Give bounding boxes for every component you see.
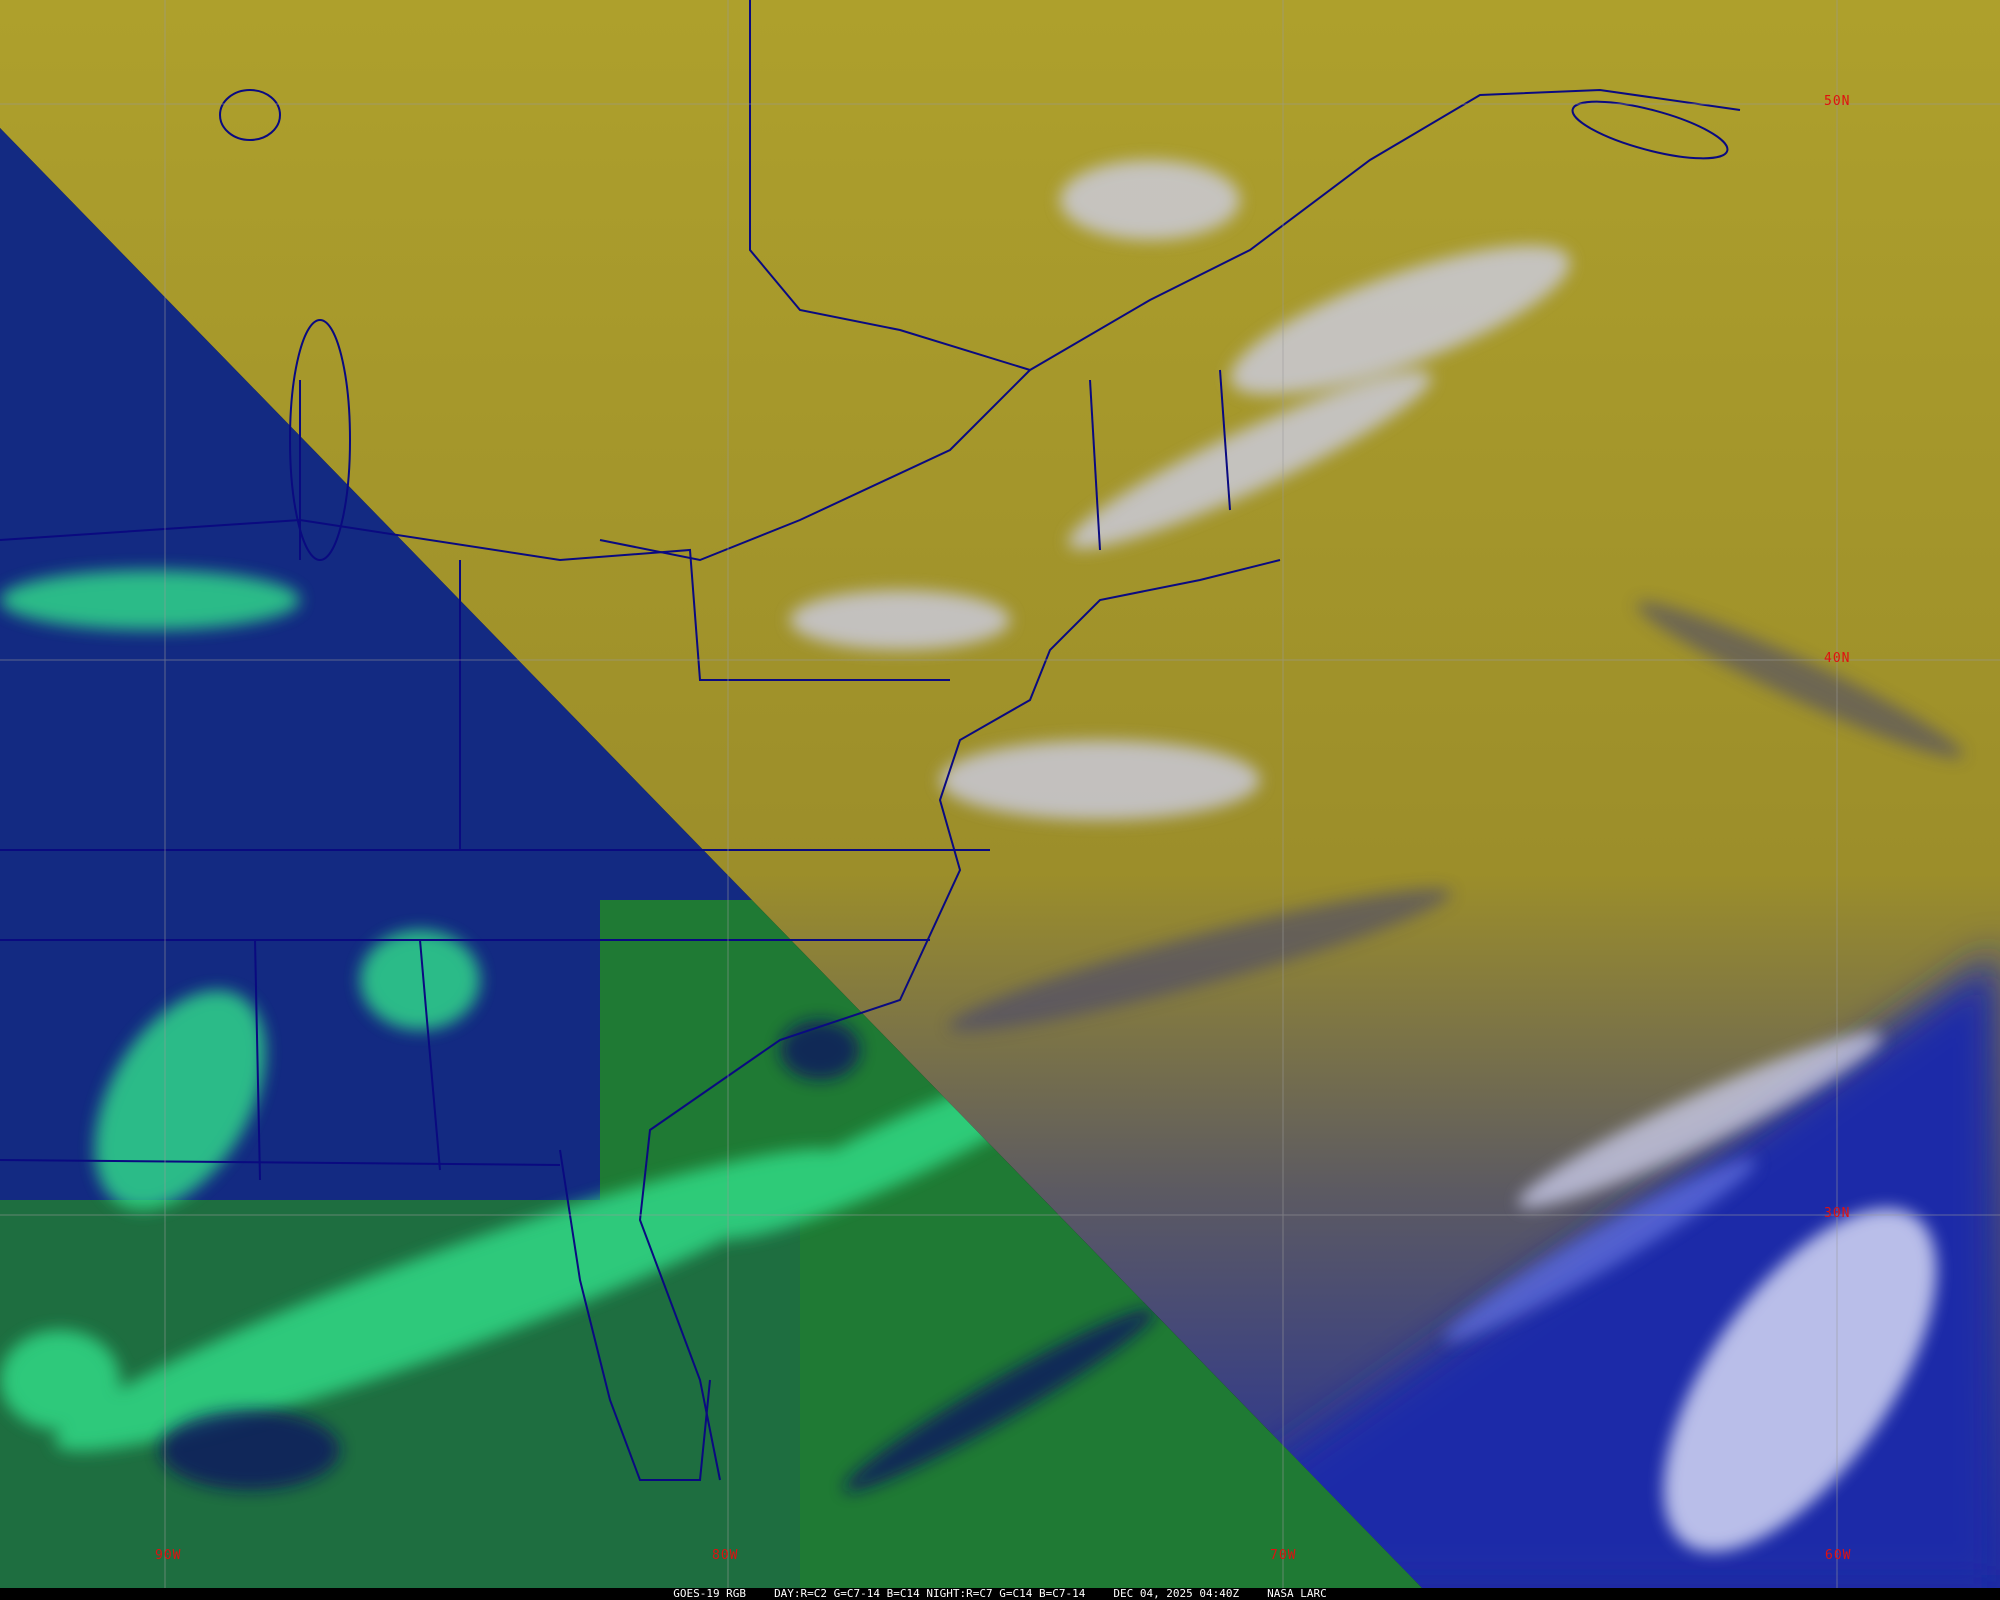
- satellite-name: GOES-19 RGB: [673, 1587, 747, 1600]
- latitude-label-30n: 30N: [1824, 1206, 1851, 1221]
- image-caption-bar: GOES-19 RGB DAY:R=C2 G=C7-14 B=C14 NIGHT:…: [0, 1588, 2000, 1600]
- longitude-label-90w: 90W: [155, 1548, 182, 1563]
- latitude-label-50n: 50N: [1824, 94, 1851, 109]
- day-clouds: [790, 160, 1937, 1552]
- rgb-recipe: DAY:R=C2 G=C7-14 B=C14 NIGHT:R=C7 G=C14 …: [774, 1587, 1086, 1600]
- longitude-label-80w: 80W: [712, 1548, 739, 1563]
- longitude-label-60w: 60W: [1825, 1548, 1852, 1563]
- longitude-label-70w: 70W: [1270, 1548, 1297, 1563]
- latitude-label-40n: 40N: [1824, 651, 1851, 666]
- image-credit: NASA LARC: [1267, 1587, 1327, 1600]
- image-datetime: DEC 04, 2025 04:40Z: [1113, 1587, 1240, 1600]
